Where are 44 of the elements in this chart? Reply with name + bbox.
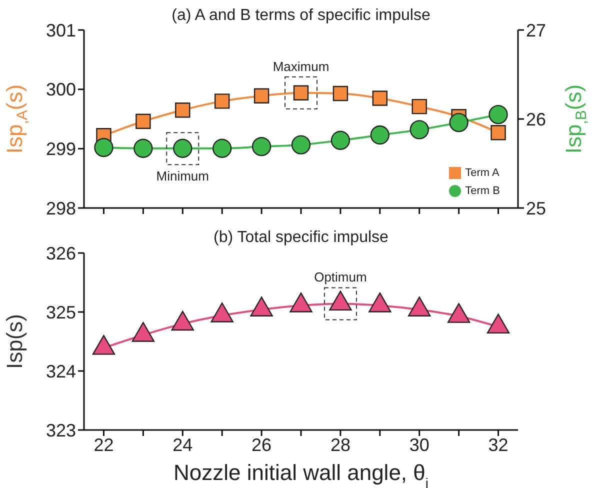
y-tick-label: 325 (46, 302, 76, 322)
point (175, 102, 190, 118)
y2-tick-label: 27 (526, 20, 546, 40)
x-tick-label: 26 (252, 434, 272, 455)
point (136, 114, 151, 129)
point (410, 120, 429, 140)
point (488, 104, 508, 124)
y-tick-label: 323 (46, 420, 76, 440)
chart-title: (a) A and B terms of specific impulse (172, 7, 430, 24)
point (449, 112, 468, 132)
legend-label: Term B (465, 185, 500, 197)
point (370, 125, 390, 145)
point (332, 86, 348, 102)
x-axis-title: Nozzle initial wall angle, θ$_{i}$ (173, 460, 429, 488)
point (330, 130, 350, 150)
point (252, 137, 272, 156)
y-tick-label: 299 (46, 139, 76, 160)
legend-label: Term A (465, 167, 500, 179)
x-tick-label: 30 (409, 434, 430, 455)
point (291, 135, 311, 154)
y-tick-label: 300 (46, 80, 76, 100)
point (372, 90, 388, 106)
annotation: Optimum (314, 270, 367, 285)
chart-title: (b) Total specific impulse (214, 229, 388, 246)
point (254, 88, 270, 104)
annotation: Maximum (272, 58, 330, 74)
y-axis-title: Isp(s) (2, 314, 26, 369)
annotation: Minimum (156, 168, 210, 184)
y2-tick-label: 25 (526, 198, 546, 218)
x-tick-label: 28 (330, 434, 350, 455)
point (214, 94, 230, 109)
point (134, 138, 153, 158)
x-tick-label: 24 (172, 434, 193, 455)
y2-tick-label: 26 (526, 109, 546, 130)
y-tick-label: 324 (46, 361, 76, 382)
y-tick-label: 298 (46, 198, 76, 218)
point (94, 138, 114, 158)
point (212, 138, 232, 158)
y-tick-label: 301 (46, 20, 76, 40)
x-tick-label: 32 (488, 434, 508, 455)
point (412, 98, 427, 114)
y-tick-label: 326 (46, 243, 76, 264)
x-tick-label: 22 (94, 434, 114, 455)
point (490, 125, 506, 140)
